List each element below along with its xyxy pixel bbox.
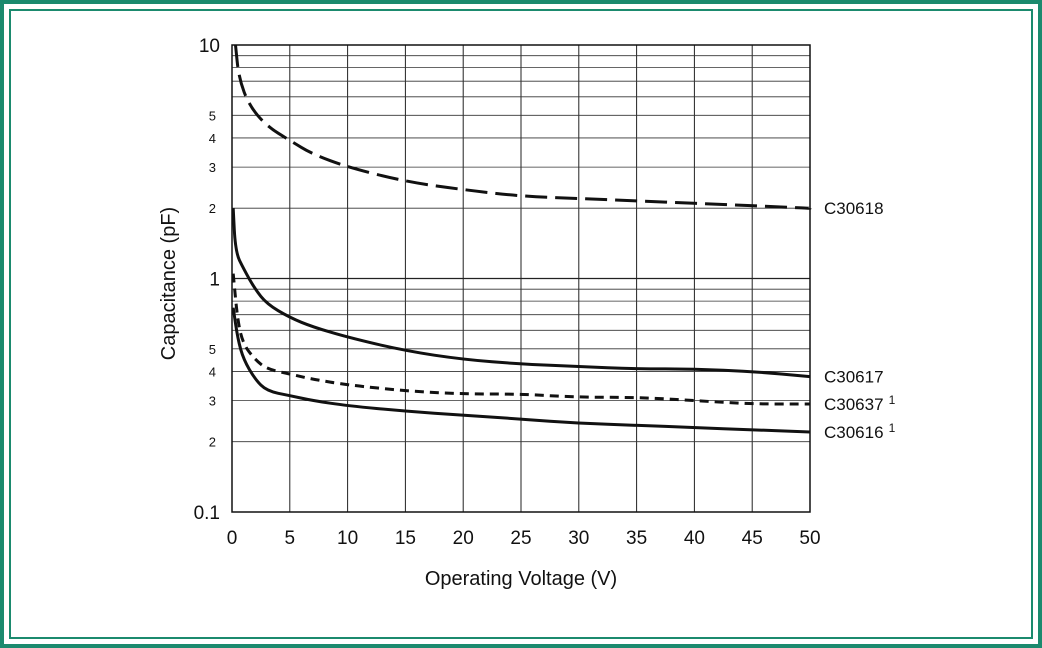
y-minor-tick-label: 3 xyxy=(209,160,216,175)
series-line-c30617 xyxy=(231,208,811,379)
series-lines xyxy=(231,44,812,434)
x-axis-label: Operating Voltage (V) xyxy=(425,568,617,590)
series-label-c30618: C30618 xyxy=(824,199,884,218)
x-tick-label: 5 xyxy=(285,528,296,549)
x-tick-label: 40 xyxy=(684,528,705,549)
series-label-c30616: C30616 xyxy=(824,423,884,442)
y-minor-tick-label: 2 xyxy=(209,201,216,216)
x-tick-label: 10 xyxy=(337,528,358,549)
x-tick-labels: 0 5 10 15 20 25 30 35 40 45 50 xyxy=(227,528,821,549)
series-label-c30617: C30617 xyxy=(824,368,884,387)
x-tick-label: 50 xyxy=(799,528,820,549)
x-tick-label: 30 xyxy=(568,528,589,549)
y-minor-tick-label: 2 xyxy=(209,435,216,450)
y-axis-label: Capacitance (pF) xyxy=(158,207,180,360)
series-label-superscript: 1 xyxy=(889,421,896,435)
x-tick-label: 25 xyxy=(510,528,531,549)
series-line-c30616 xyxy=(231,307,811,434)
y-tick-label: 1 xyxy=(209,270,220,291)
series-label-superscript: 1 xyxy=(889,393,896,407)
y-minor-tick-label: 4 xyxy=(209,131,216,146)
grid xyxy=(232,45,810,512)
y-minor-tick-label: 5 xyxy=(209,342,216,357)
series-label-c30637: C30637 xyxy=(824,395,884,414)
y-minor-tick-label: 4 xyxy=(209,364,216,379)
series-labels: C30618 C30617 C30637 1 C30616 1 xyxy=(824,199,896,442)
x-tick-label: 0 xyxy=(227,528,238,549)
y-minor-tick-label: 3 xyxy=(209,394,216,409)
x-tick-label: 35 xyxy=(626,528,647,549)
plot-border xyxy=(231,44,811,513)
series-line-c30618 xyxy=(234,44,812,210)
series-line-c30637 xyxy=(231,273,810,406)
x-tick-label: 45 xyxy=(742,528,763,549)
y-tick-label: 0.1 xyxy=(194,503,220,524)
y-tick-labels: 10 1 0.1 5 4 3 2 5 4 3 2 xyxy=(194,36,220,524)
y-minor-tick-label: 5 xyxy=(209,108,216,123)
x-tick-label: 20 xyxy=(453,528,474,549)
x-tick-label: 15 xyxy=(395,528,416,549)
y-tick-label: 10 xyxy=(199,36,220,57)
